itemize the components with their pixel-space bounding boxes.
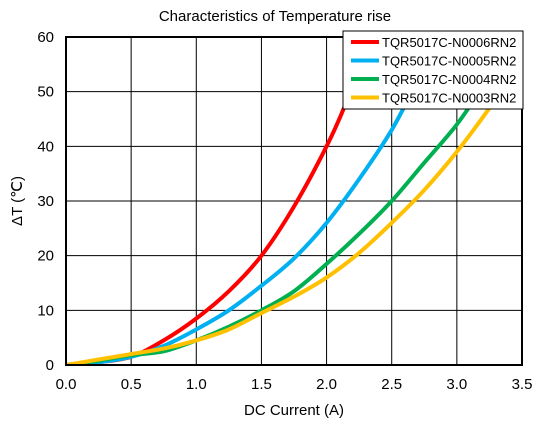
y-tick-label: 30 [37, 193, 54, 210]
y-axis-label: ΔT (℃) [9, 176, 26, 226]
x-tick-label: 0.0 [56, 376, 77, 393]
plot-area [65, 36, 523, 366]
x-tick-label: 1.0 [186, 376, 207, 393]
chart-title: Characteristics of Temperature rise [159, 8, 391, 25]
legend-label: TQR5017C-N0005RN2 [382, 54, 516, 69]
x-tick-label: 0.5 [121, 376, 142, 393]
y-tick-label: 50 [37, 84, 54, 101]
x-tick-label: 1.5 [251, 376, 272, 393]
legend: TQR5017C-N0006RN2 TQR5017C-N0005RN2 TQR501… [342, 30, 524, 110]
y-axis-ticks: 0 10 20 30 40 50 60 [37, 29, 54, 374]
legend-label: TQR5017C-N0006RN2 [382, 35, 516, 50]
legend-label: TQR5017C-N0004RN2 [382, 72, 516, 87]
x-axis-ticks: 0.0 0.5 1.0 1.5 2.0 2.5 3.0 3.5 [56, 376, 533, 393]
x-tick-label: 2.0 [316, 376, 337, 393]
legend-label: TQR5017C-N0003RN2 [382, 91, 516, 106]
series-line-tqr5017c-n0003rn2 [66, 67, 518, 365]
y-tick-label: 20 [37, 248, 54, 265]
x-axis-label: DC Current (A) [244, 402, 344, 419]
y-tick-label: 0 [46, 357, 54, 374]
series-lines [66, 45, 518, 365]
y-tick-label: 60 [37, 29, 54, 46]
y-tick-label: 10 [37, 302, 54, 319]
y-tick-label: 40 [37, 138, 54, 155]
x-tick-label: 2.5 [381, 376, 402, 393]
x-tick-label: 3.5 [512, 376, 533, 393]
x-tick-label: 3.0 [446, 376, 467, 393]
